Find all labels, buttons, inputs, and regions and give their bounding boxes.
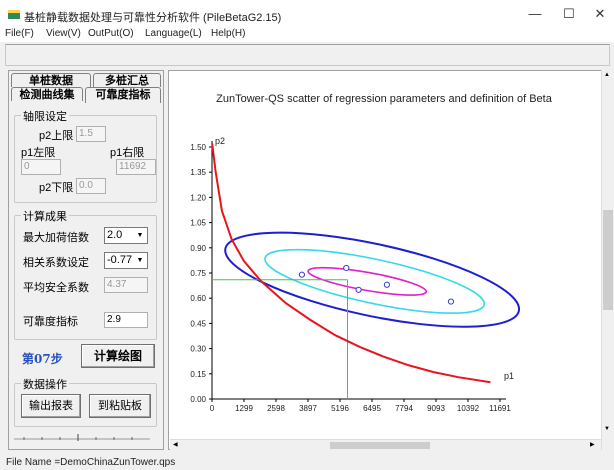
scatter-point	[383, 281, 391, 288]
copy-clipboard-button[interactable]: 到粘贴板	[89, 394, 151, 418]
scatter-point	[298, 271, 306, 278]
data-ops-group	[14, 383, 157, 427]
x-tick-label: 9093	[427, 404, 445, 413]
scatter-point	[447, 298, 455, 305]
y-tick-label: 0.30	[190, 345, 206, 354]
chevron-down-icon[interactable]: ▼	[134, 254, 146, 267]
p2-upper-label: p2上限	[39, 130, 74, 142]
p1-right-input[interactable]: 11692	[116, 159, 156, 175]
x-tick-label: 7794	[395, 404, 413, 413]
step-label: 第07步	[22, 352, 63, 366]
y-tick-label: 0.75	[190, 269, 206, 278]
tab-single-pile[interactable]: 单桩数据	[11, 73, 91, 87]
x-tick-label: 2598	[267, 404, 285, 413]
max-load-select[interactable]: 2.0 ▼	[104, 227, 148, 244]
p2-lower-label: p2下限	[39, 182, 74, 194]
boundary-curve	[211, 143, 491, 384]
results-title: 计算成果	[21, 208, 69, 224]
p2-upper-input[interactable]: 1.5	[76, 126, 106, 142]
reliability-field[interactable]: 2.9	[104, 312, 148, 328]
scroll-down-icon[interactable]: ▼	[604, 426, 610, 432]
control-panel: 单桩数据 多桩汇总 检测曲线集 可靠度指标 轴限设定 p2上限 1.5 p1左限…	[8, 70, 164, 450]
p2-lower-input[interactable]: 0.0	[76, 178, 106, 194]
x-tick-label: 3897	[299, 404, 317, 413]
axis-limits-title: 轴限设定	[21, 108, 69, 124]
corr-value: -0.77	[107, 254, 133, 266]
p1-left-label: p1左限	[21, 147, 56, 159]
x-axis-label: p1	[504, 371, 514, 381]
menu-language[interactable]: Language(L)	[145, 28, 202, 39]
vertical-scrollbar[interactable]: ▲ ▼	[601, 70, 614, 450]
y-tick-label: 1.50	[190, 143, 206, 152]
slider-ticks	[23, 434, 133, 441]
maximize-button[interactable]: ☐	[563, 6, 575, 21]
status-bar: File Name =DemoChinaZunTower.qps	[0, 452, 614, 470]
scatter-chart: ZunTower-QS scatter of regression parame…	[190, 93, 553, 413]
x-tick-label: 0	[210, 404, 215, 413]
horizontal-scroll-thumb[interactable]	[330, 442, 430, 449]
status-file-name: File Name =DemoChinaZunTower.qps	[6, 457, 176, 468]
scatter-point	[343, 264, 350, 272]
data-ops-title: 数据操作	[21, 376, 69, 392]
results-group	[14, 215, 157, 340]
max-load-label: 最大加荷倍数	[23, 232, 89, 244]
menu-bar: File(F) View(V) OutPut(O) Language(L) He…	[0, 28, 614, 42]
x-tick-label: 6495	[363, 404, 381, 413]
close-button[interactable]: ✕	[594, 6, 606, 21]
chart-axes: 0.00 0.15 0.30 0.45 0.60 0.75 0.90 1.05 1.20 1.35…	[190, 136, 514, 413]
y-tick-label: 1.35	[190, 168, 206, 177]
slider[interactable]	[12, 432, 152, 442]
chevron-down-icon[interactable]: ▼	[134, 229, 146, 242]
export-report-button[interactable]: 输出报表	[21, 394, 81, 418]
p1-right-label: p1右限	[110, 147, 145, 159]
ellipse-outer	[224, 231, 521, 328]
p1-left-input[interactable]: 0	[21, 159, 61, 175]
ellipse-middle	[264, 248, 486, 314]
avg-safety-field: 4.37	[104, 277, 148, 293]
menu-view[interactable]: View(V)	[46, 28, 81, 39]
y-tick-label: 1.05	[190, 219, 206, 228]
y-axis-label: p2	[215, 136, 225, 146]
y-tick-label: 1.20	[190, 193, 206, 202]
scatter-point	[355, 286, 362, 293]
y-tick-label: 0.00	[190, 395, 206, 404]
window-title: 基桩静载数据处理与可靠性分析软件 (PileBetaG2.15)	[24, 12, 282, 24]
y-tick-label: 0.15	[190, 370, 206, 379]
corr-label: 相关系数设定	[23, 257, 89, 269]
chart-series	[211, 143, 521, 399]
x-tick-label: 10392	[457, 404, 480, 413]
max-load-value: 2.0	[107, 229, 123, 241]
y-tick-label: 0.45	[190, 319, 206, 328]
corr-select[interactable]: -0.77 ▼	[104, 252, 148, 269]
axis-limits-group	[14, 115, 157, 203]
y-tick-label: 0.60	[190, 294, 206, 303]
chart-title: ZunTower-QS scatter of regression parame…	[216, 93, 553, 105]
x-tick-label: 5196	[331, 404, 349, 413]
x-tick-label: 11691	[489, 404, 511, 413]
y-tick-label: 0.90	[190, 244, 206, 253]
avg-safety-label: 平均安全系数	[23, 282, 89, 294]
reliability-label: 可靠度指标	[23, 316, 78, 328]
vertical-scroll-thumb[interactable]	[603, 210, 613, 310]
scroll-right-icon[interactable]: ▶	[590, 442, 595, 448]
scroll-left-icon[interactable]: ◀	[173, 442, 178, 448]
minimize-button[interactable]: —	[528, 6, 542, 21]
toolbar	[5, 44, 610, 66]
tab-curve-set[interactable]: 检测曲线集	[11, 87, 83, 101]
menu-help[interactable]: Help(H)	[211, 28, 246, 39]
menu-output[interactable]: OutPut(O)	[88, 28, 134, 39]
menu-file[interactable]: File(F)	[5, 28, 34, 39]
tab-multi-pile[interactable]: 多桩汇总	[93, 73, 161, 87]
chart-panel: ZunTower-QS scatter of regression parame…	[168, 70, 614, 450]
compute-plot-button[interactable]: 计算绘图	[81, 344, 155, 368]
x-tick-label: 1299	[235, 404, 253, 413]
ellipse-inner	[307, 266, 428, 296]
horizontal-scrollbar[interactable]: ◀ ▶	[170, 439, 601, 450]
tab-reliability-index[interactable]: 可靠度指标	[85, 87, 161, 103]
scroll-up-icon[interactable]: ▲	[604, 72, 610, 78]
app-icon	[8, 10, 20, 19]
title-bar: 基桩静载数据处理与可靠性分析软件 (PileBetaG2.15) — ☐ ✕	[0, 0, 614, 28]
